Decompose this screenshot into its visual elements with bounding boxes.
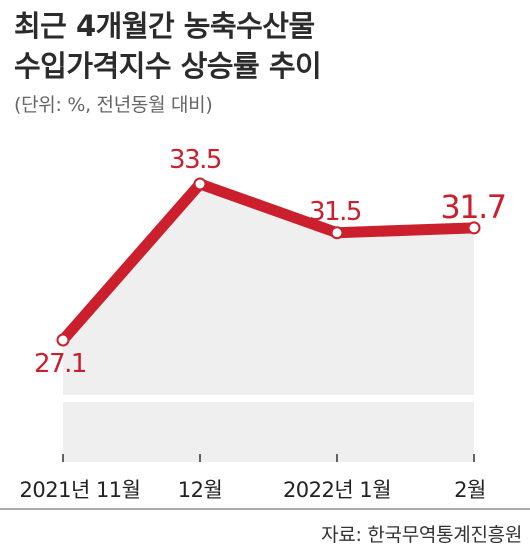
x-tick-label-1: 2021년 11월 bbox=[20, 478, 141, 502]
data-point-3 bbox=[330, 226, 344, 240]
data-point-2 bbox=[193, 177, 207, 191]
x-tick-label-3: 2022년 1월 bbox=[283, 478, 391, 502]
title-line-1: 최근 4개월간 농축수산물 bbox=[14, 9, 315, 43]
source-note: 자료: 한국무역통계진흥원 bbox=[321, 524, 522, 546]
axis-break bbox=[63, 395, 474, 402]
plot-area: 27.1 33.5 31.5 31.7 2021년 11월 12월 2022년 1월 2월 bbox=[0, 145, 530, 510]
title-line-2: 수입가격지수 상승률 추이 bbox=[14, 49, 322, 83]
value-label-4: 31.7 bbox=[440, 188, 505, 226]
data-point-4 bbox=[467, 221, 481, 235]
value-label-3: 31.5 bbox=[309, 197, 361, 227]
value-label-1: 27.1 bbox=[34, 349, 86, 379]
series-line bbox=[57, 178, 480, 346]
x-tick-label-4: 2월 bbox=[454, 478, 486, 502]
area-fill bbox=[63, 184, 474, 462]
x-tick-label-2: 12월 bbox=[178, 478, 223, 502]
chart-title: 최근 4개월간 농축수산물 수입가격지수 상승률 추이 bbox=[14, 6, 322, 86]
data-point-1 bbox=[56, 333, 70, 347]
value-label-2: 33.5 bbox=[169, 145, 221, 175]
unit-note: (단위: %, 전년동월 대비) bbox=[14, 94, 213, 116]
